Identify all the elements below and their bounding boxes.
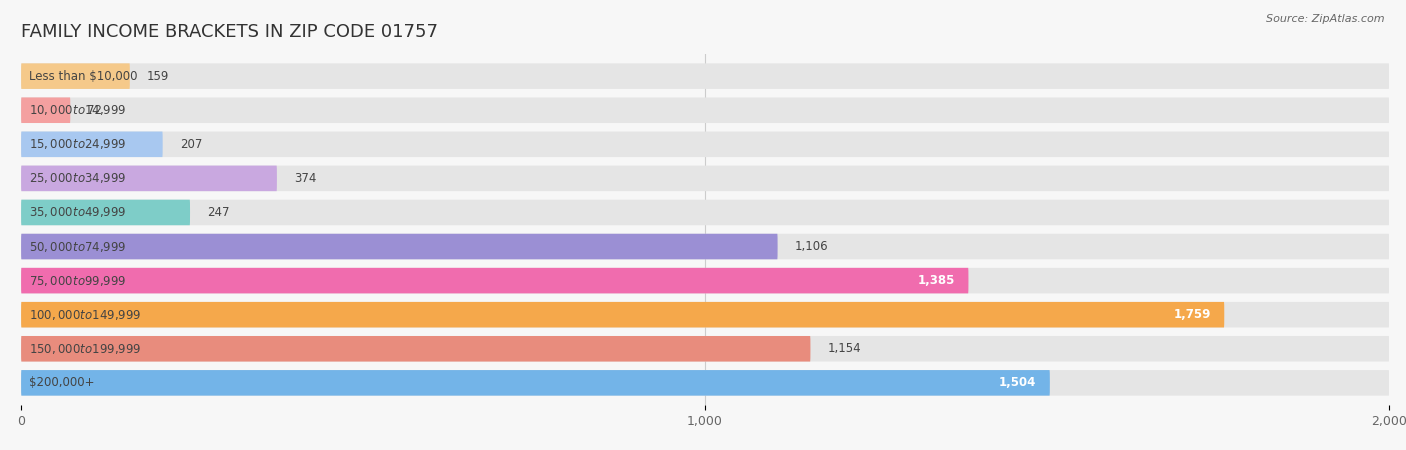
FancyBboxPatch shape <box>21 370 1050 396</box>
Text: $35,000 to $49,999: $35,000 to $49,999 <box>30 206 127 220</box>
Text: $50,000 to $74,999: $50,000 to $74,999 <box>30 239 127 253</box>
FancyBboxPatch shape <box>21 370 1389 396</box>
Text: 374: 374 <box>294 172 316 185</box>
FancyBboxPatch shape <box>21 268 969 293</box>
FancyBboxPatch shape <box>21 302 1389 328</box>
Text: 1,106: 1,106 <box>794 240 828 253</box>
Text: Source: ZipAtlas.com: Source: ZipAtlas.com <box>1267 14 1385 23</box>
FancyBboxPatch shape <box>21 63 1389 89</box>
Text: 207: 207 <box>180 138 202 151</box>
FancyBboxPatch shape <box>21 98 70 123</box>
Text: $75,000 to $99,999: $75,000 to $99,999 <box>30 274 127 288</box>
FancyBboxPatch shape <box>21 268 1389 293</box>
Text: $25,000 to $34,999: $25,000 to $34,999 <box>30 171 127 185</box>
Text: $10,000 to $14,999: $10,000 to $14,999 <box>30 103 127 117</box>
FancyBboxPatch shape <box>21 336 810 361</box>
Text: 247: 247 <box>207 206 229 219</box>
Text: 1,759: 1,759 <box>1173 308 1211 321</box>
Text: 1,154: 1,154 <box>828 342 860 355</box>
Text: $200,000+: $200,000+ <box>30 376 94 389</box>
FancyBboxPatch shape <box>21 131 163 157</box>
FancyBboxPatch shape <box>21 63 129 89</box>
Text: FAMILY INCOME BRACKETS IN ZIP CODE 01757: FAMILY INCOME BRACKETS IN ZIP CODE 01757 <box>21 23 439 41</box>
FancyBboxPatch shape <box>21 166 277 191</box>
FancyBboxPatch shape <box>21 166 1389 191</box>
FancyBboxPatch shape <box>21 200 190 225</box>
Text: $100,000 to $149,999: $100,000 to $149,999 <box>30 308 142 322</box>
FancyBboxPatch shape <box>21 200 1389 225</box>
Text: Less than $10,000: Less than $10,000 <box>30 70 138 83</box>
FancyBboxPatch shape <box>21 234 778 259</box>
Text: 1,504: 1,504 <box>998 376 1036 389</box>
FancyBboxPatch shape <box>21 234 1389 259</box>
Text: 159: 159 <box>148 70 169 83</box>
FancyBboxPatch shape <box>21 131 1389 157</box>
FancyBboxPatch shape <box>21 336 1389 361</box>
Text: 72: 72 <box>87 104 103 117</box>
FancyBboxPatch shape <box>21 98 1389 123</box>
Text: $15,000 to $24,999: $15,000 to $24,999 <box>30 137 127 151</box>
Text: 1,385: 1,385 <box>917 274 955 287</box>
FancyBboxPatch shape <box>21 302 1225 328</box>
Text: $150,000 to $199,999: $150,000 to $199,999 <box>30 342 142 356</box>
